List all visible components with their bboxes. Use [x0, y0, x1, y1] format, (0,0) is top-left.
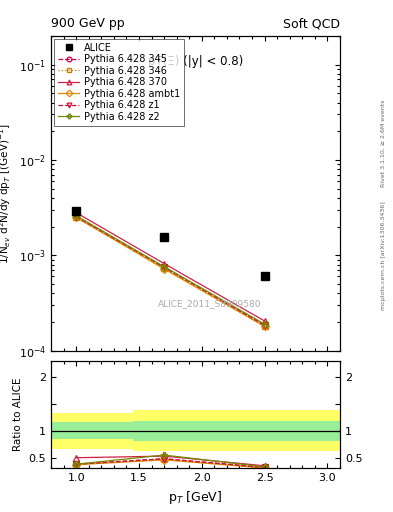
- Pythia 6.428 346: [162, 265, 167, 271]
- Text: 900 GeV pp: 900 GeV pp: [51, 17, 125, 30]
- Y-axis label: Ratio to ALICE: Ratio to ALICE: [13, 378, 23, 452]
- Pythia 6.428 z2: [74, 212, 79, 219]
- Pythia 6.428 370: [262, 318, 267, 324]
- Pythia 6.428 ambt1: [162, 266, 167, 272]
- Line: Pythia 6.428 ambt1: Pythia 6.428 ambt1: [73, 215, 267, 329]
- Text: pT(Ξ) (|y| < 0.8): pT(Ξ) (|y| < 0.8): [148, 55, 243, 68]
- Text: ALICE_2011_S8909580: ALICE_2011_S8909580: [158, 299, 262, 308]
- Pythia 6.428 345: [74, 214, 79, 220]
- Line: Pythia 6.428 346: Pythia 6.428 346: [73, 215, 267, 329]
- Pythia 6.428 z2: [262, 321, 267, 327]
- Pythia 6.428 z1: [162, 264, 167, 270]
- Line: Pythia 6.428 z2: Pythia 6.428 z2: [73, 213, 267, 327]
- Line: ALICE: ALICE: [72, 207, 268, 280]
- Pythia 6.428 z1: [262, 322, 267, 328]
- Pythia 6.428 370: [74, 209, 79, 216]
- X-axis label: p$_T$ [GeV]: p$_T$ [GeV]: [168, 489, 223, 506]
- Pythia 6.428 345: [262, 322, 267, 328]
- Pythia 6.428 346: [262, 323, 267, 329]
- ALICE: [74, 208, 79, 215]
- Pythia 6.428 z2: [162, 264, 167, 270]
- Pythia 6.428 370: [162, 261, 167, 267]
- Pythia 6.428 z1: [74, 214, 79, 220]
- Line: Pythia 6.428 345: Pythia 6.428 345: [73, 214, 267, 328]
- Pythia 6.428 345: [162, 264, 167, 270]
- Line: Pythia 6.428 370: Pythia 6.428 370: [73, 210, 267, 324]
- Pythia 6.428 346: [74, 215, 79, 221]
- Y-axis label: 1/N$_{ev}$ d$^2$N/dy dp$_T$ [(GeV)$^{-1}$]: 1/N$_{ev}$ d$^2$N/dy dp$_T$ [(GeV)$^{-1}…: [0, 123, 13, 264]
- Line: Pythia 6.428 z1: Pythia 6.428 z1: [73, 214, 267, 328]
- Text: mcplots.cern.ch [arXiv:1306.3436]: mcplots.cern.ch [arXiv:1306.3436]: [381, 202, 386, 310]
- ALICE: [262, 273, 267, 280]
- Pythia 6.428 ambt1: [262, 323, 267, 329]
- Legend: ALICE, Pythia 6.428 345, Pythia 6.428 346, Pythia 6.428 370, Pythia 6.428 ambt1,: ALICE, Pythia 6.428 345, Pythia 6.428 34…: [54, 39, 184, 125]
- Pythia 6.428 ambt1: [74, 215, 79, 221]
- ALICE: [162, 234, 167, 240]
- Text: Rivet 3.1.10, ≥ 2.6M events: Rivet 3.1.10, ≥ 2.6M events: [381, 100, 386, 187]
- Text: Soft QCD: Soft QCD: [283, 17, 340, 30]
